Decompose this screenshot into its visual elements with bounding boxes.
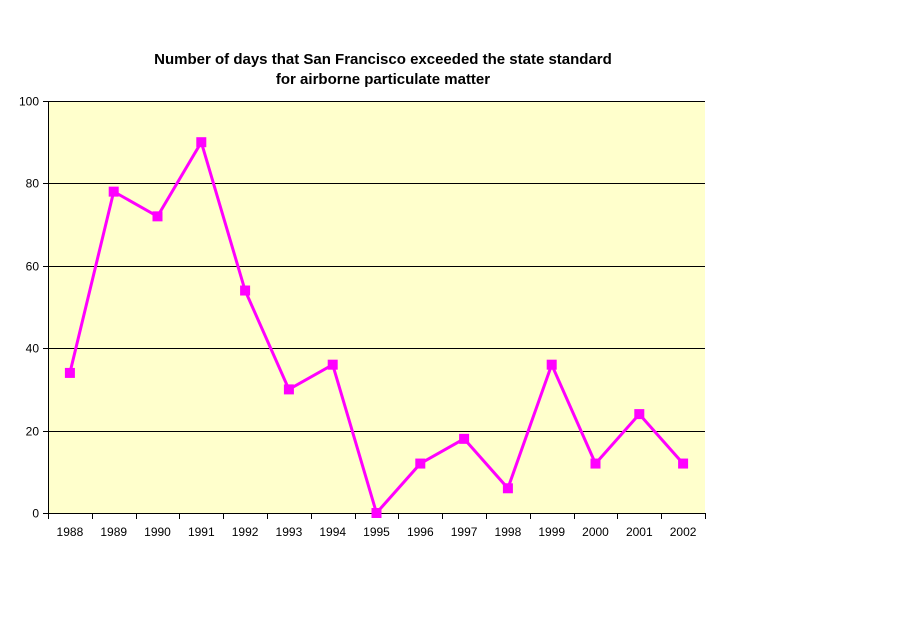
data-point-1996 [415, 458, 426, 469]
data-point-2001 [634, 409, 645, 420]
x-axis-ticks: 1988 1989 1990 1991 1992 1993 1994 1995 1996 1997… [48, 513, 706, 539]
data-point-1990 [152, 211, 163, 222]
data-point-2000 [590, 458, 601, 469]
data-point-2002 [678, 458, 689, 469]
x-tick-label: 1992 [232, 525, 259, 539]
data-point-1993 [283, 384, 294, 395]
data-point-1998 [502, 483, 513, 494]
x-tick-label: 1993 [276, 525, 303, 539]
y-tick-label: 60 [26, 260, 40, 274]
data-series [64, 137, 689, 518]
x-tick-label: 2002 [670, 525, 697, 539]
data-point-1997 [459, 433, 470, 444]
data-point-1992 [240, 285, 251, 296]
data-point-1988 [64, 367, 75, 378]
y-tick-label: 80 [26, 177, 40, 191]
y-axis-ticks: 0 20 40 60 80 100 [19, 95, 48, 521]
data-point-1995 [371, 508, 382, 518]
chart-title: Number of days that San Francisco exceed… [0, 50, 766, 90]
x-tick-label: 1988 [57, 525, 84, 539]
gridlines [48, 101, 705, 432]
chart-title-line-1: Number of days that San Francisco exceed… [154, 51, 612, 68]
chart-title-line-2: for airborne particulate matter [275, 71, 491, 88]
x-tick-label: 1995 [363, 525, 390, 539]
x-tick-label: 2001 [626, 525, 653, 539]
y-tick-label: 100 [19, 95, 39, 109]
y-tick-label: 40 [26, 342, 40, 356]
data-point-1994 [327, 359, 338, 370]
x-tick-label: 1991 [188, 525, 215, 539]
data-point-1991 [196, 137, 207, 148]
data-point-1989 [108, 186, 119, 197]
plot-area [48, 101, 705, 513]
x-tick-label: 1997 [451, 525, 478, 539]
x-tick-label: 1998 [495, 525, 522, 539]
x-tick-label: 2000 [582, 525, 609, 539]
x-tick-label: 1999 [538, 525, 565, 539]
data-point-1999 [546, 359, 557, 370]
y-tick-label: 20 [26, 425, 40, 439]
x-tick-label: 1994 [319, 525, 346, 539]
x-tick-label: 1989 [100, 525, 127, 539]
x-tick-label: 1996 [407, 525, 434, 539]
y-tick-label: 0 [32, 507, 39, 521]
x-tick-label: 1990 [144, 525, 171, 539]
